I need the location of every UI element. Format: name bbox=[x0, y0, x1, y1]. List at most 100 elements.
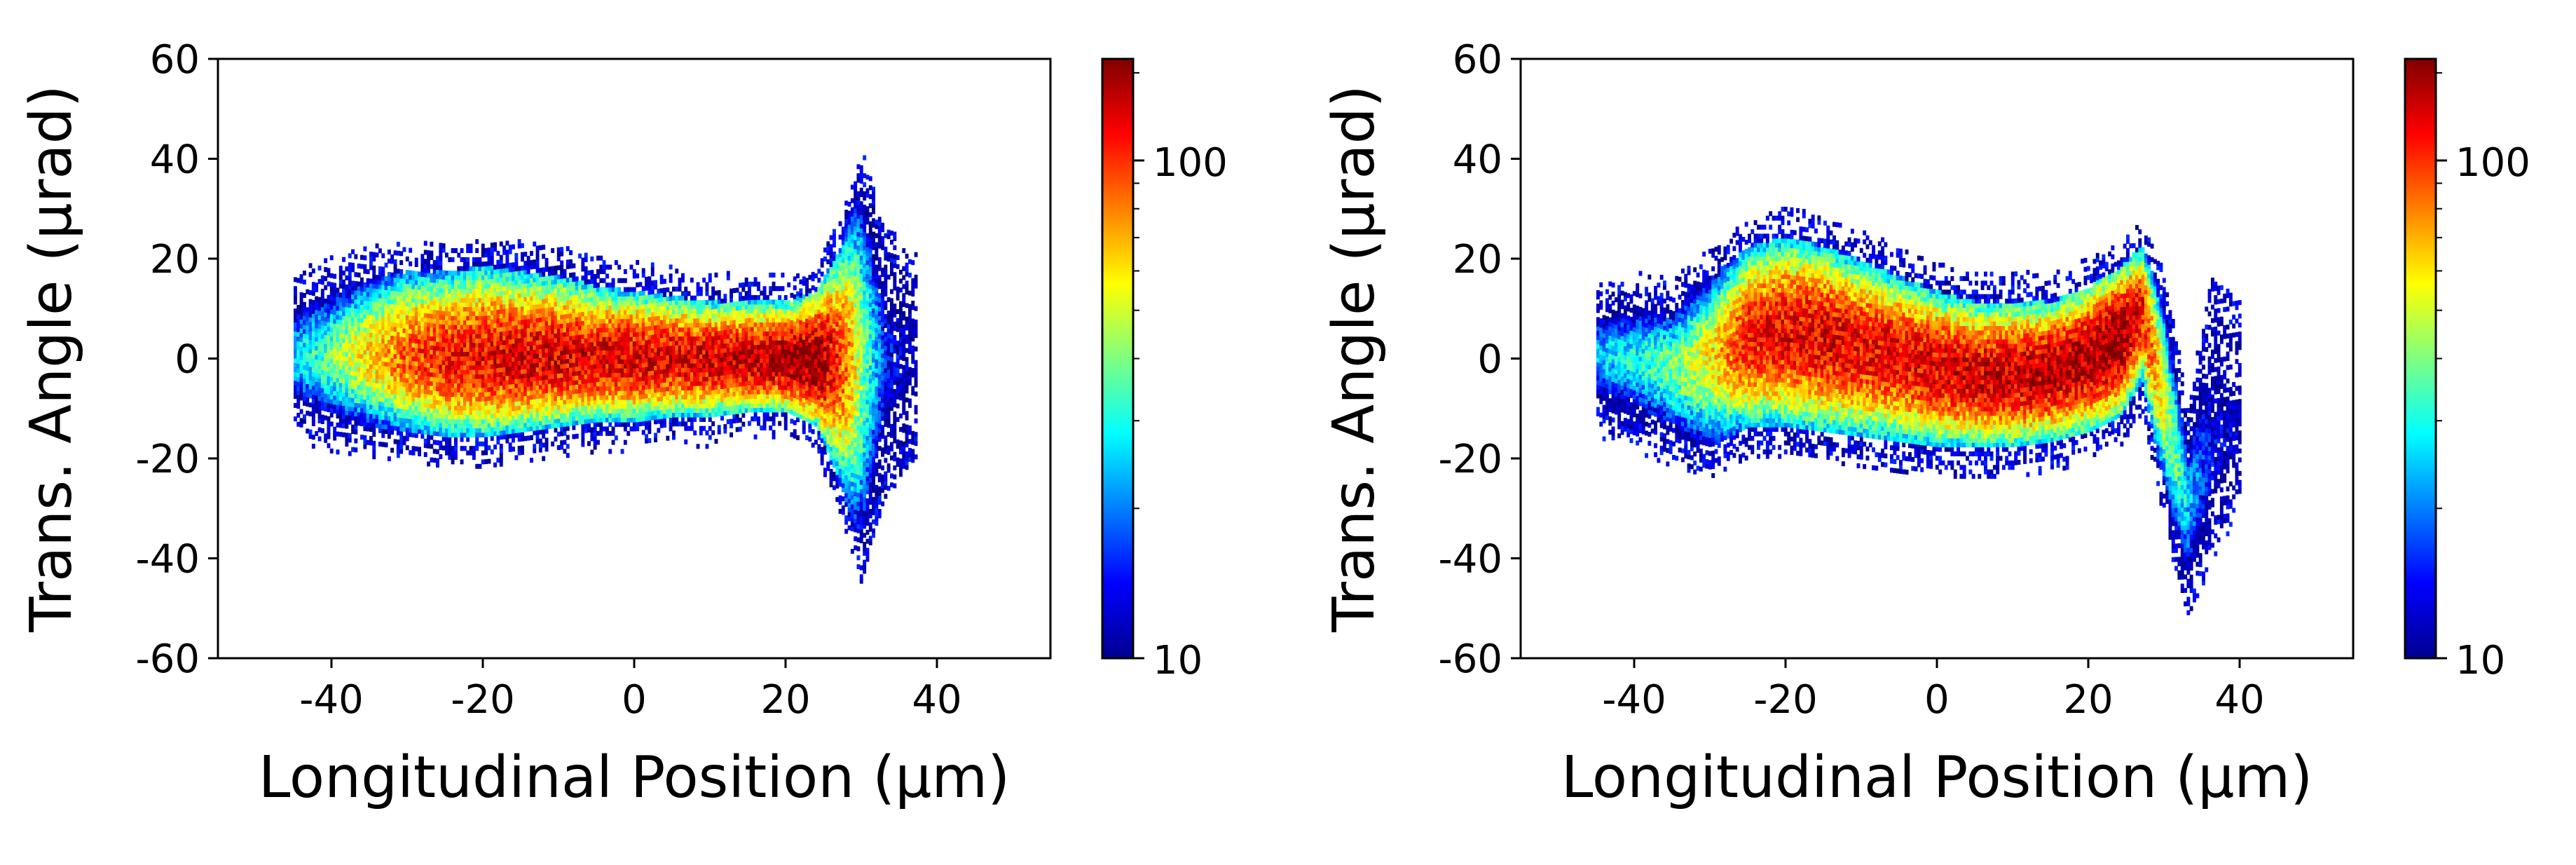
heatmap-cell bbox=[348, 374, 352, 380]
heatmap-cell bbox=[554, 283, 558, 289]
heatmap-cell bbox=[650, 316, 655, 322]
heatmap-cell bbox=[439, 337, 443, 343]
heatmap-cell bbox=[551, 325, 555, 330]
heatmap-cell bbox=[629, 399, 633, 404]
heatmap-cell bbox=[533, 390, 537, 395]
heatmap-cell bbox=[512, 437, 515, 443]
heatmap-cell bbox=[414, 423, 418, 429]
heatmap-cell bbox=[423, 430, 427, 435]
heatmap-cell bbox=[445, 379, 448, 384]
heatmap-cell bbox=[681, 332, 685, 337]
heatmap-cell bbox=[327, 294, 331, 300]
heatmap-cell bbox=[481, 401, 485, 407]
heatmap-cell bbox=[645, 367, 649, 372]
heatmap-cell bbox=[560, 404, 564, 409]
heatmap-cell bbox=[294, 340, 297, 346]
heatmap-cell bbox=[351, 402, 355, 407]
heatmap-cell bbox=[514, 302, 519, 308]
heatmap-cell bbox=[387, 339, 391, 345]
heatmap-cell bbox=[315, 350, 319, 355]
heatmap-cell bbox=[409, 324, 413, 329]
heatmap-cell bbox=[593, 341, 597, 347]
heatmap-cell bbox=[572, 384, 576, 390]
heatmap-cell bbox=[563, 354, 567, 360]
heatmap-cell bbox=[396, 291, 400, 297]
heatmap-cell bbox=[566, 264, 570, 269]
heatmap-cell bbox=[648, 379, 652, 385]
heatmap-cell bbox=[454, 423, 458, 429]
heatmap-cell bbox=[484, 252, 488, 258]
heatmap-cell bbox=[675, 340, 679, 346]
heatmap-cell bbox=[487, 418, 491, 423]
heatmap-cell bbox=[693, 340, 697, 346]
heatmap-cell bbox=[517, 351, 521, 357]
heatmap-cell bbox=[363, 296, 367, 301]
heatmap-cell bbox=[614, 322, 618, 328]
heatmap-cell bbox=[451, 423, 455, 429]
heatmap-cell bbox=[366, 314, 370, 320]
heatmap-cell bbox=[320, 365, 324, 371]
heatmap-cell bbox=[530, 412, 533, 418]
heatmap-cell bbox=[572, 281, 576, 287]
heatmap-cell bbox=[338, 404, 343, 410]
heatmap-cell bbox=[487, 400, 491, 406]
heatmap-cell bbox=[590, 391, 594, 397]
heatmap-cell bbox=[566, 394, 570, 400]
heatmap-cell bbox=[372, 395, 376, 401]
heatmap-cell bbox=[687, 327, 691, 332]
heatmap-cell bbox=[678, 376, 682, 382]
heatmap-cell bbox=[387, 343, 391, 349]
heatmap-cell bbox=[551, 414, 555, 420]
heatmap-cell bbox=[317, 350, 322, 356]
heatmap-cell bbox=[375, 378, 379, 383]
heatmap-cell bbox=[542, 245, 546, 250]
heatmap-cell bbox=[436, 305, 439, 311]
heatmap-cell bbox=[581, 365, 585, 371]
heatmap-cell bbox=[669, 354, 673, 360]
heatmap-cell bbox=[466, 297, 470, 303]
heatmap-cell bbox=[605, 408, 609, 414]
heatmap-cell bbox=[560, 377, 564, 383]
heatmap-cell bbox=[666, 413, 670, 418]
heatmap-cell bbox=[687, 340, 691, 346]
heatmap-cell bbox=[363, 426, 367, 432]
heatmap-cell bbox=[542, 285, 546, 291]
heatmap-cell bbox=[551, 320, 555, 325]
heatmap-cell bbox=[533, 353, 537, 359]
heatmap-cell bbox=[605, 399, 609, 404]
heatmap-cell bbox=[575, 402, 579, 407]
heatmap-cell bbox=[418, 383, 422, 389]
heatmap-cell bbox=[405, 386, 409, 392]
heatmap-cell bbox=[372, 414, 376, 419]
heatmap-cell bbox=[311, 308, 315, 314]
heatmap-cell bbox=[439, 310, 443, 315]
heatmap-cell bbox=[517, 342, 521, 348]
heatmap-cell bbox=[409, 383, 413, 388]
heatmap-cell bbox=[629, 426, 633, 432]
heatmap-cell bbox=[681, 412, 685, 418]
heatmap-cell bbox=[308, 335, 313, 341]
heatmap-cell bbox=[675, 386, 679, 391]
heatmap-cell bbox=[320, 347, 324, 353]
heatmap-cell bbox=[684, 291, 688, 297]
heatmap-cell bbox=[436, 336, 439, 342]
heatmap-cell bbox=[587, 351, 591, 357]
heatmap-cell bbox=[354, 407, 358, 412]
heatmap-cell bbox=[521, 423, 524, 428]
heatmap-cell bbox=[411, 334, 416, 339]
heatmap-cell bbox=[629, 395, 633, 400]
heatmap-cell bbox=[396, 386, 400, 391]
heatmap-cell bbox=[496, 399, 500, 404]
heatmap-cell bbox=[678, 354, 682, 360]
heatmap-cell bbox=[693, 300, 697, 306]
heatmap-cell bbox=[409, 391, 413, 397]
heatmap-cell bbox=[496, 287, 500, 292]
heatmap-cell bbox=[402, 273, 406, 279]
heatmap-cell bbox=[638, 367, 643, 373]
heatmap-cell bbox=[614, 346, 618, 351]
heatmap-cell bbox=[451, 405, 455, 411]
heatmap-cell bbox=[611, 314, 615, 320]
heatmap-cell bbox=[430, 408, 434, 414]
heatmap-cell bbox=[508, 348, 512, 353]
heatmap-cell bbox=[569, 403, 573, 409]
